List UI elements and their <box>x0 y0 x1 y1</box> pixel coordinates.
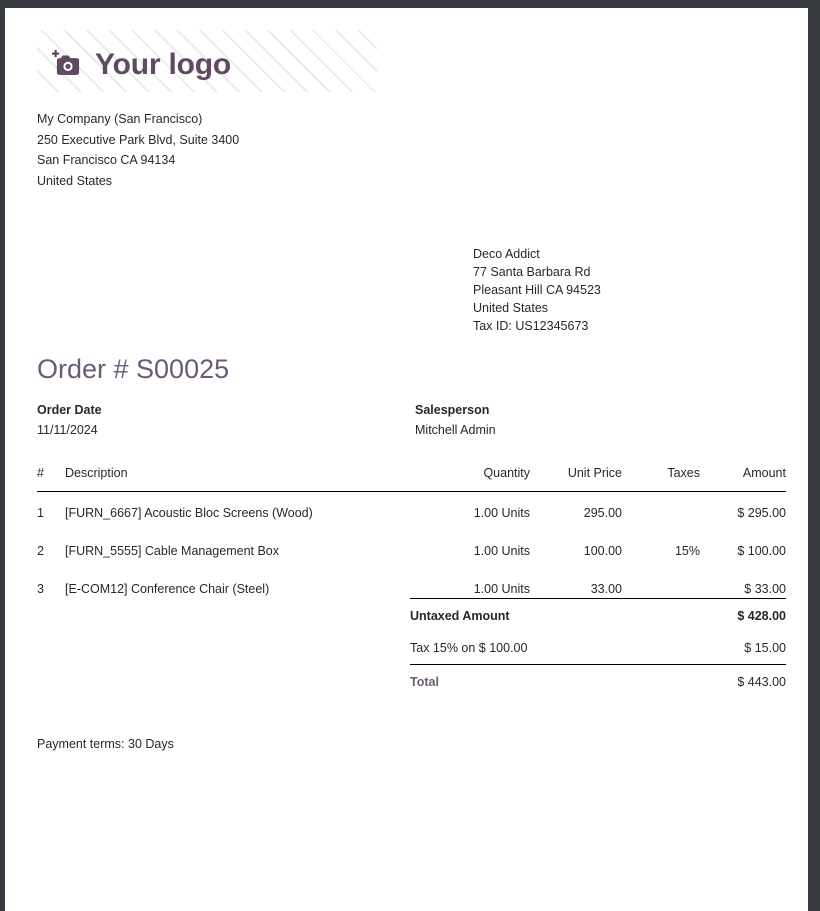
untaxed-value: $ 428.00 <box>675 598 786 632</box>
cell-num: 1 <box>37 506 44 520</box>
logo-text: Your logo <box>95 48 231 81</box>
untaxed-label: Untaxed Amount <box>410 598 676 632</box>
customer-tax-id: Tax ID: US12345673 <box>473 319 589 333</box>
cell-taxes: 15% <box>674 544 700 558</box>
cell-unit-price: 295.00 <box>583 506 622 520</box>
payment-terms: Payment terms: 30 Days <box>37 737 174 751</box>
cell-num: 2 <box>37 544 44 558</box>
table-row: 2 [FURN_5555] Cable Management Box 1.00 … <box>37 530 786 568</box>
cell-taxes <box>622 492 700 531</box>
cell-quantity: 1.00 Units <box>473 506 530 520</box>
totals-row-tax: Tax 15% on $ 100.00 $ 15.00 <box>410 632 786 665</box>
totals-row-untaxed: Untaxed Amount $ 428.00 <box>410 598 786 632</box>
col-header-taxes: Taxes <box>622 466 700 492</box>
order-date-value: 11/11/2024 <box>37 423 98 437</box>
customer-address-line: United States <box>473 301 549 315</box>
company-logo[interactable]: Your logo <box>51 48 231 82</box>
document-page: Your logo My Company (San Francisco) 250… <box>5 8 808 911</box>
company-address-line: San Francisco CA 94134 <box>37 153 176 167</box>
customer-address-line: Pleasant Hill CA 94523 <box>473 283 601 297</box>
cell-amount: $ 295.00 <box>737 506 786 520</box>
logo-placeholder-band <box>37 30 377 92</box>
cell-unit-price: 100.00 <box>583 544 622 558</box>
col-header-num: # <box>37 466 59 492</box>
table-row: 3 [E-COM12] Conference Chair (Steel) 1.0… <box>37 568 786 606</box>
company-address-line: My Company (San Francisco) <box>37 112 203 126</box>
customer-address-block: Deco Addict 77 Santa Barbara Rd Pleasant… <box>473 245 601 335</box>
company-address-line: United States <box>37 173 113 188</box>
table-header-row: # Description Quantity Unit Price Taxes … <box>37 466 786 492</box>
cell-description: [FURN_5555] Cable Management Box <box>65 544 280 558</box>
cell-unit-price: 33.00 <box>590 582 622 596</box>
total-value: $ 443.00 <box>675 664 786 698</box>
tax-value: $ 15.00 <box>744 641 786 655</box>
totals-table: Untaxed Amount $ 428.00 Tax 15% on $ 100… <box>410 598 786 698</box>
totals-row-total: Total $ 443.00 <box>410 664 786 698</box>
customer-address-line: 77 Santa Barbara Rd <box>473 265 591 279</box>
cell-amount: $ 33.00 <box>744 582 786 596</box>
window-chrome-right <box>808 8 820 911</box>
order-date-label: Order Date <box>37 403 102 417</box>
window-chrome-left <box>0 8 5 911</box>
window-chrome-top <box>0 0 820 8</box>
salesperson-group: Salesperson Mitchell Admin <box>415 400 496 440</box>
cell-quantity: 1.00 Units <box>473 544 530 558</box>
cell-num: 3 <box>37 582 44 596</box>
company-address-line: 250 Executive Park Blvd, Suite 3400 <box>37 132 240 147</box>
col-header-amount: Amount <box>700 466 786 492</box>
table-row: 1 [FURN_6667] Acoustic Bloc Screens (Woo… <box>37 492 786 531</box>
total-label: Total <box>410 664 676 698</box>
page-title: Order # S00025 <box>37 354 230 384</box>
cell-description: [E-COM12] Conference Chair (Steel) <box>65 582 270 596</box>
col-header-description: Description <box>59 466 430 492</box>
customer-address-line: Deco Addict <box>473 247 540 261</box>
col-header-unit-price: Unit Price <box>530 466 622 492</box>
cell-quantity: 1.00 Units <box>473 582 530 596</box>
order-date-group: Order Date 11/11/2024 <box>37 400 102 440</box>
cell-description: [FURN_6667] Acoustic Bloc Screens (Wood) <box>65 506 313 520</box>
tax-label: Tax 15% on $ 100.00 <box>410 641 528 655</box>
col-header-quantity: Quantity <box>430 466 530 492</box>
salesperson-label: Salesperson <box>415 403 490 417</box>
salesperson-value: Mitchell Admin <box>415 423 496 437</box>
camera-add-icon <box>51 48 85 82</box>
cell-amount: $ 100.00 <box>737 544 786 558</box>
company-address-block: My Company (San Francisco) 250 Executive… <box>37 109 239 191</box>
order-lines-table: # Description Quantity Unit Price Taxes … <box>37 466 786 606</box>
